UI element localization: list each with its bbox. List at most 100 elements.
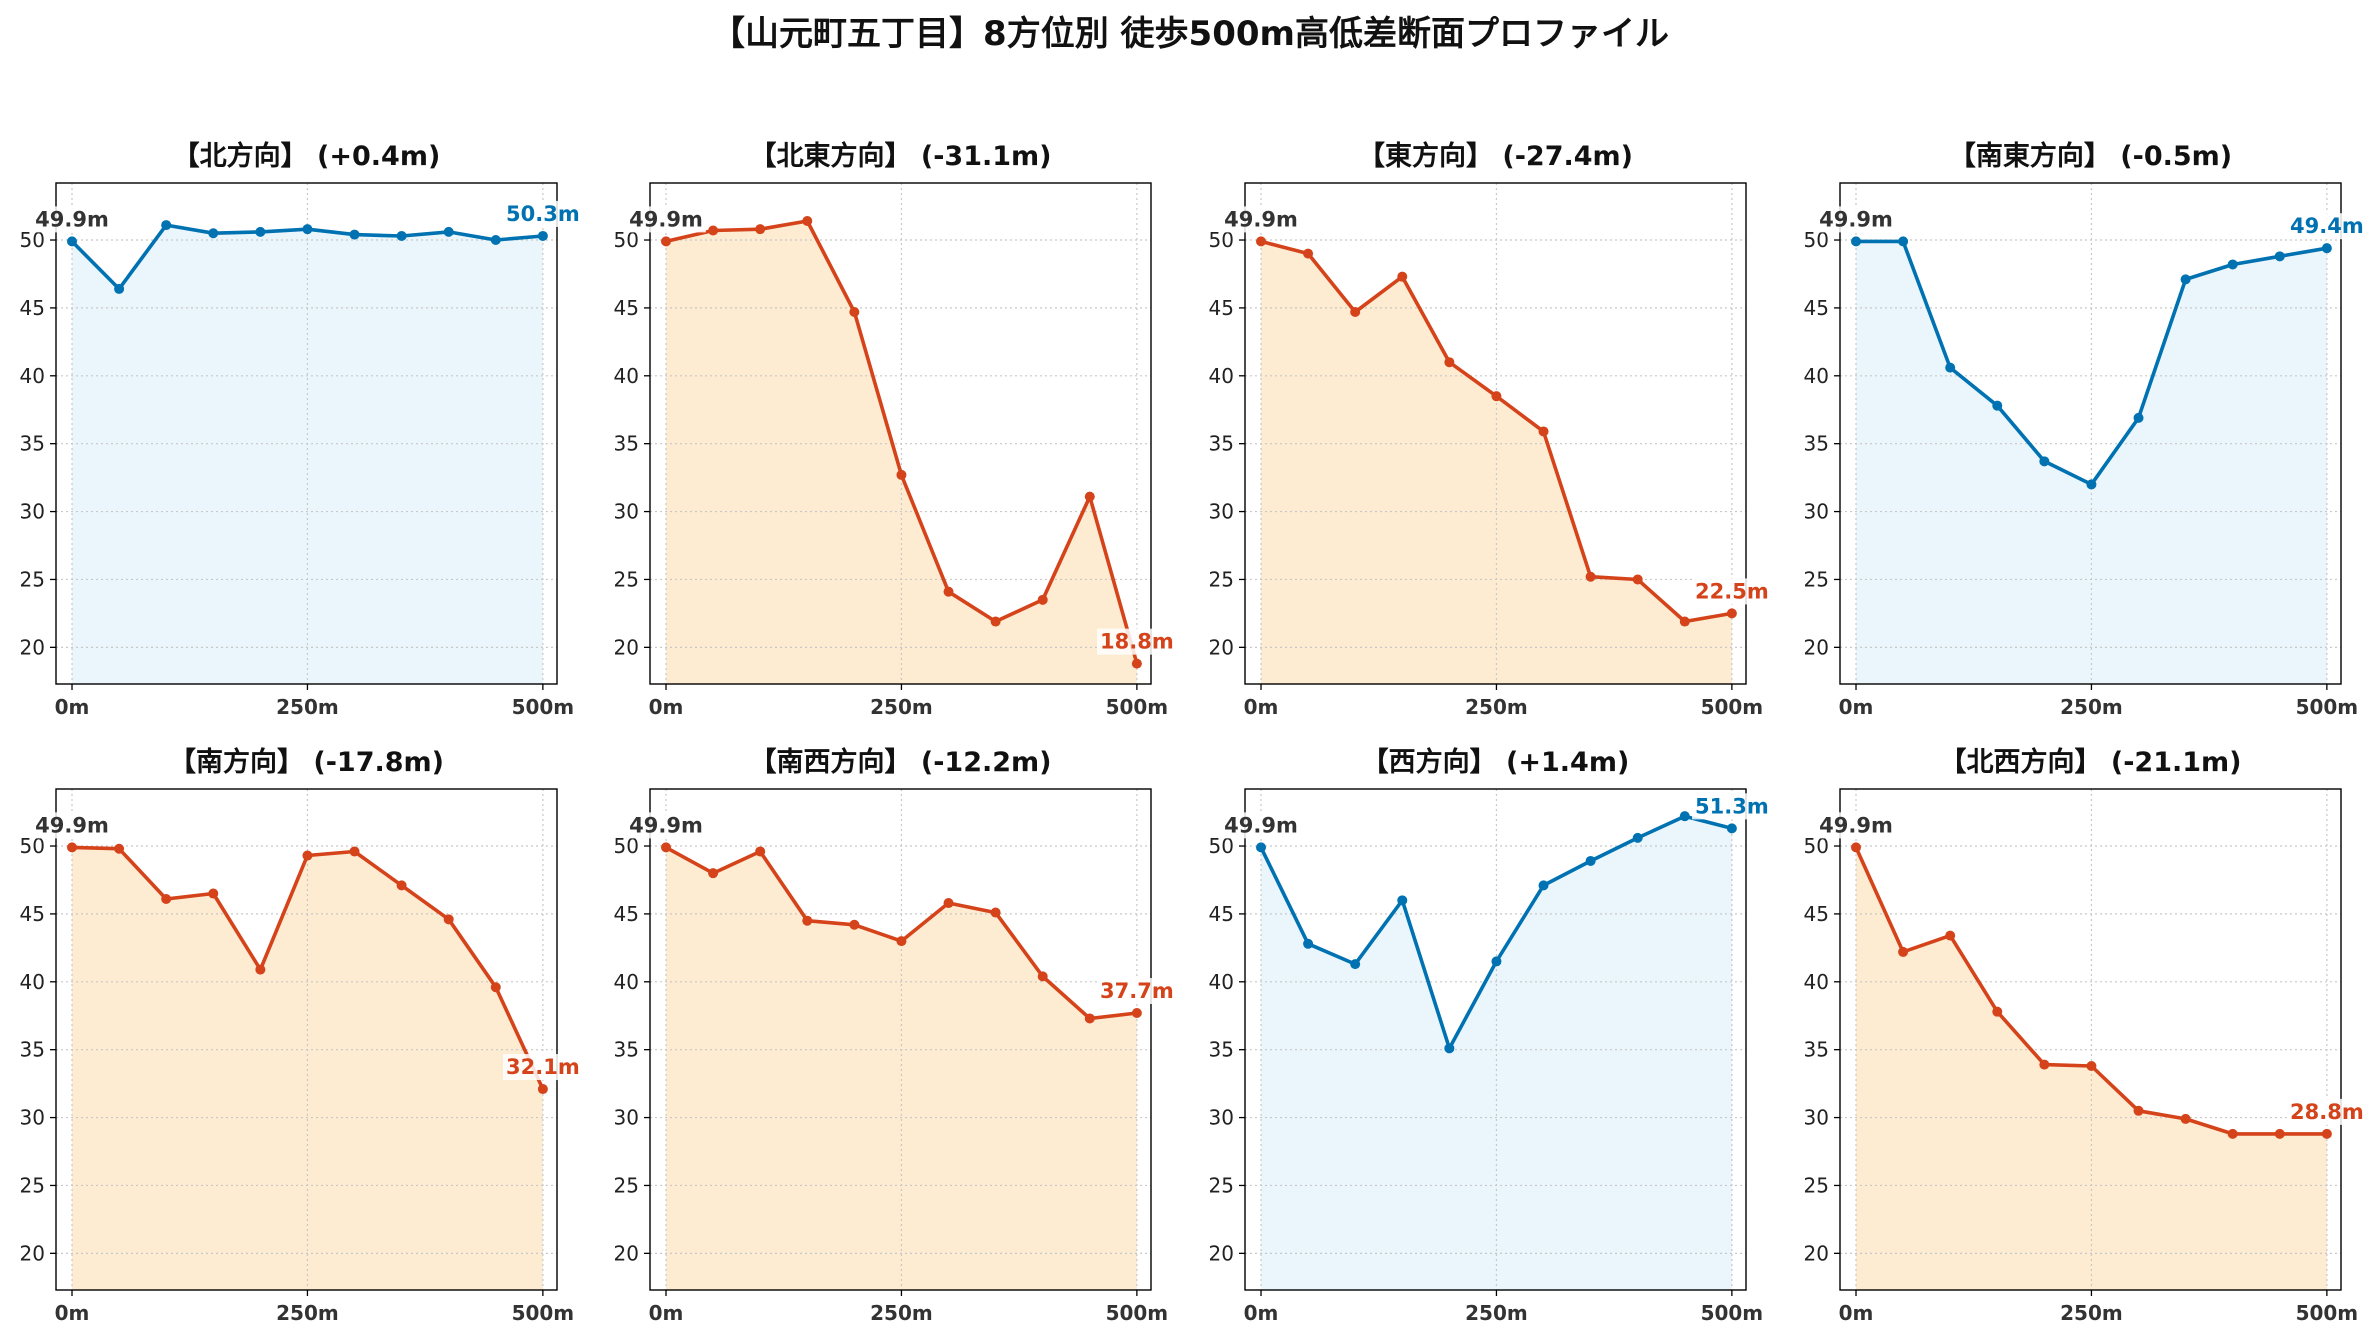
start-elevation-label: 49.9m [629, 813, 703, 837]
start-elevation-label: 49.9m [1819, 813, 1893, 837]
data-point [849, 306, 860, 317]
data-point [114, 843, 125, 854]
y-tick-label: 30 [20, 1106, 45, 1130]
y-tick-label: 30 [614, 1106, 639, 1130]
data-point [1037, 594, 1048, 605]
y-tick-label: 35 [1804, 1038, 1829, 1062]
axes-frame [649, 788, 1152, 1291]
elevation-area [1856, 241, 2327, 684]
y-tick-label: 25 [1209, 1173, 1234, 1197]
data-point [1350, 959, 1361, 970]
end-elevation-label-group: 22.5m [1692, 578, 1772, 605]
data-point [1037, 971, 1048, 982]
data-point [2039, 1059, 2050, 1070]
data-point [1679, 811, 1690, 822]
end-elevation-label: 28.8m [2290, 1100, 2364, 1124]
data-point [1851, 842, 1862, 853]
label-background [1816, 206, 1896, 233]
label-background [32, 206, 112, 233]
data-point [302, 224, 313, 235]
data-point [2180, 1113, 2191, 1124]
elevation-area [72, 847, 543, 1290]
axes-frame [1244, 788, 1747, 1291]
data-point [1444, 357, 1455, 368]
elevation-area [666, 221, 1137, 684]
end-elevation-label-group: 32.1m [503, 1054, 583, 1081]
data-point [2274, 251, 2285, 262]
data-point [1131, 658, 1142, 669]
data-point [2086, 479, 2097, 490]
y-tick-label: 45 [20, 902, 45, 926]
data-point [208, 888, 219, 899]
label-background [1692, 578, 1772, 605]
profile-chart-3: 【東方向】 (-27.4m)0m 250m 500m2025303540455049… [1209, 140, 1772, 719]
subplot-title: 【北方向】 (+0.4m) [173, 140, 441, 172]
data-point [443, 914, 454, 925]
subplot-title: 【北東方向】 (-31.1m) [749, 140, 1051, 172]
data-point [1992, 1006, 2003, 1017]
data-point [708, 868, 719, 879]
x-tick-label: 250m [1465, 1301, 1528, 1325]
data-point [443, 226, 454, 237]
data-point [1491, 391, 1502, 402]
y-tick-label: 35 [1209, 1038, 1234, 1062]
data-point [1945, 930, 1956, 941]
x-tick-label: 500m [2296, 695, 2359, 719]
x-tick-label: 250m [2060, 1301, 2123, 1325]
x-tick-label: 250m [870, 695, 933, 719]
y-tick-label: 45 [1209, 902, 1234, 926]
start-elevation-label-group: 49.9m [32, 812, 112, 839]
data-point [1084, 491, 1095, 502]
start-elevation-label-group: 49.9m [626, 812, 706, 839]
data-point [302, 850, 313, 861]
label-background [32, 812, 112, 839]
data-point [1726, 608, 1737, 619]
x-tick-label: 250m [870, 1301, 933, 1325]
y-tick-label: 30 [1209, 1106, 1234, 1130]
data-point [1945, 362, 1956, 373]
y-tick-label: 30 [1804, 1106, 1829, 1130]
data-point [1303, 248, 1314, 259]
x-tick-label: 500m [2296, 1301, 2359, 1325]
y-tick-label: 20 [1209, 635, 1234, 659]
axes-frame [649, 182, 1152, 685]
data-point [1538, 880, 1549, 891]
axes-frame [55, 788, 558, 1291]
data-point [2274, 1128, 2285, 1139]
y-tick-label: 20 [1804, 1241, 1829, 1265]
data-point [849, 919, 860, 930]
data-point [349, 229, 360, 240]
end-elevation-label-group: 51.3m [1692, 793, 1772, 820]
data-point [2227, 259, 2238, 270]
data-point [990, 616, 1001, 627]
subplot-title: 【東方向】 (-27.4m) [1358, 140, 1633, 172]
data-point [1898, 236, 1909, 247]
x-tick-label: 500m [1106, 695, 1169, 719]
y-tick-label: 35 [1209, 432, 1234, 456]
subplot-title: 【南東方向】 (-0.5m) [1949, 140, 2232, 172]
axes-frame [1839, 788, 2342, 1291]
data-point [1256, 842, 1267, 853]
end-elevation-label: 37.7m [1100, 979, 1174, 1003]
y-tick-label: 25 [1209, 567, 1234, 591]
label-background [1816, 812, 1896, 839]
label-background [1097, 628, 1177, 655]
data-point [755, 224, 766, 235]
label-background [1692, 793, 1772, 820]
label-background [626, 206, 706, 233]
data-point [396, 230, 407, 241]
subplot-title: 【北西方向】 (-21.1m) [1939, 746, 2241, 778]
y-tick-label: 35 [614, 432, 639, 456]
profile-chart-5: 【南方向】 (-17.8m)0m 250m 500m2025303540455049… [20, 746, 583, 1325]
x-tick-label: 0m [649, 1301, 684, 1325]
data-point [2321, 1128, 2332, 1139]
data-point [490, 982, 501, 993]
data-point [1444, 1043, 1455, 1054]
y-tick-label: 25 [20, 567, 45, 591]
subplot-title: 【西方向】 (+1.4m) [1362, 746, 1630, 778]
data-point [1632, 574, 1643, 585]
end-elevation-label: 22.5m [1695, 579, 1769, 603]
start-elevation-label-group: 49.9m [1816, 206, 1896, 233]
y-tick-label: 20 [20, 1241, 45, 1265]
data-point [2227, 1128, 2238, 1139]
